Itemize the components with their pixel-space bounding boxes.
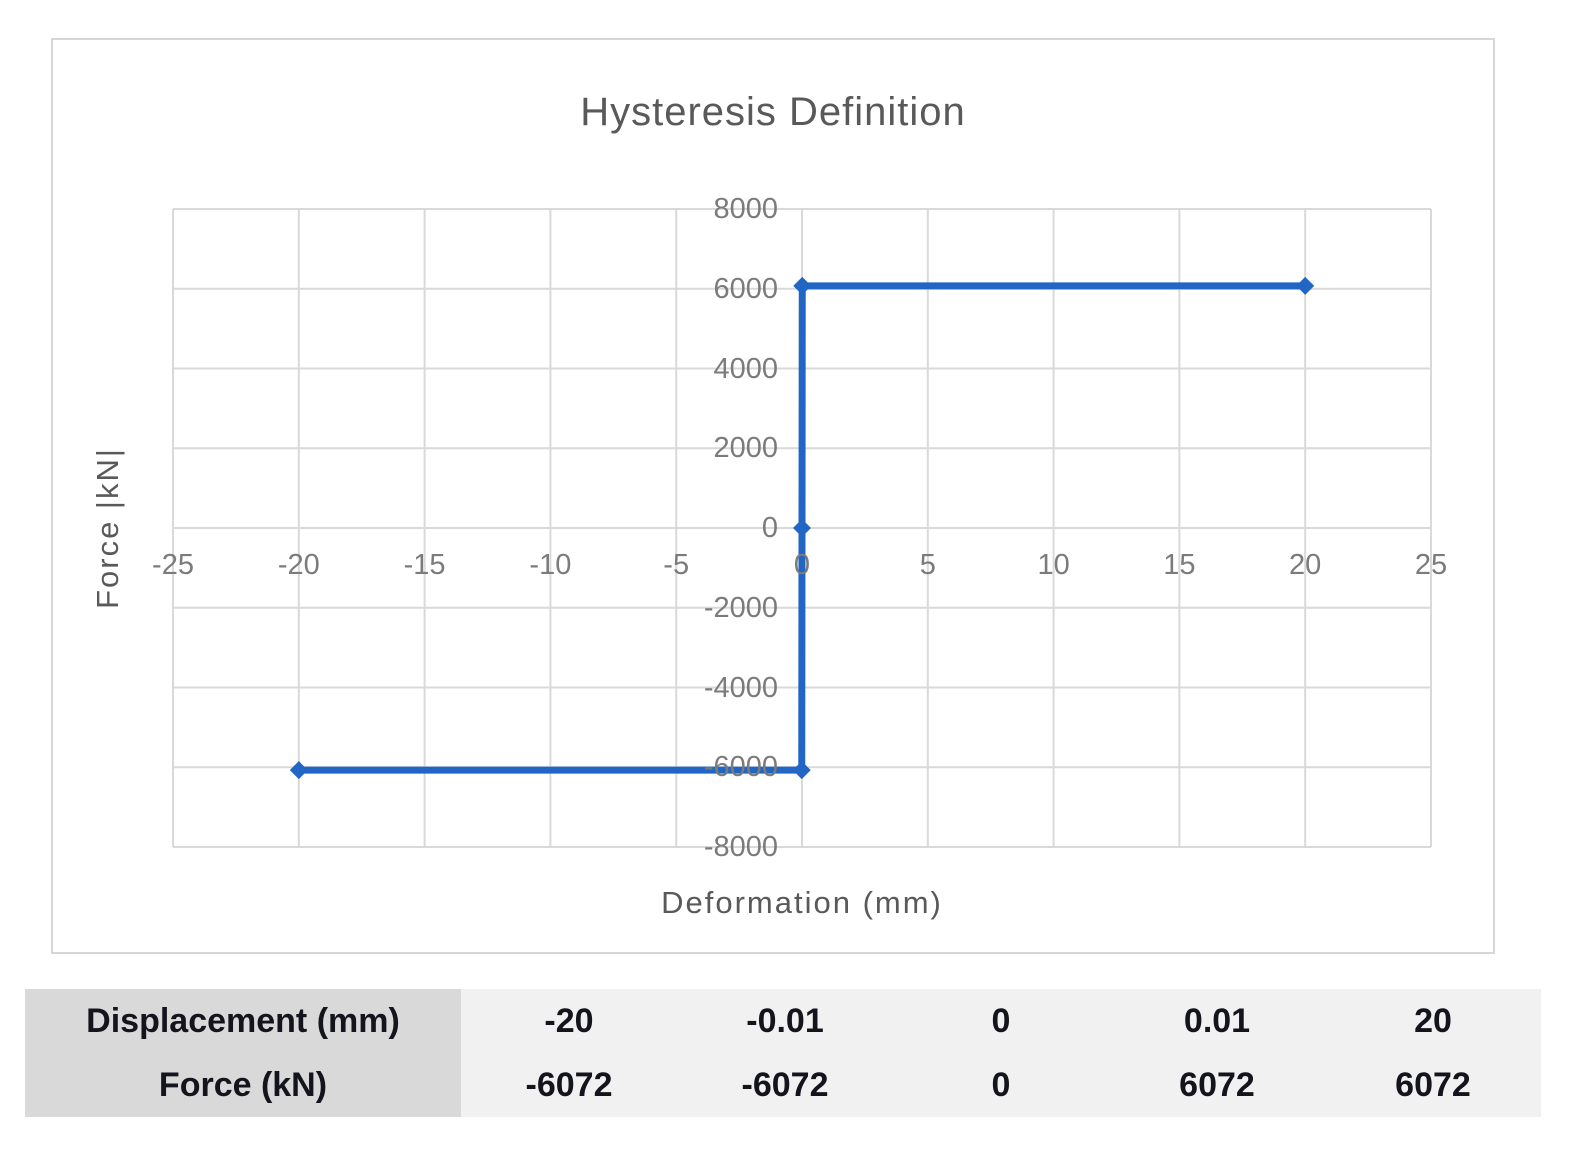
table-cell: -0.01 <box>746 1001 824 1040</box>
y-tick-label: 0 <box>761 512 778 544</box>
x-axis-title: Deformation (mm) <box>661 885 943 920</box>
y-tick-label: -6000 <box>703 751 778 784</box>
x-tick-label: 25 <box>1414 549 1448 581</box>
x-tick-label: 20 <box>1289 549 1322 581</box>
x-tick-label: 5 <box>919 549 936 581</box>
data-point-marker <box>793 519 811 537</box>
data-point-marker <box>793 276 812 295</box>
x-tick-label: -15 <box>403 549 446 581</box>
y-tick-label: 6000 <box>713 272 778 305</box>
y-tick-label: -2000 <box>703 591 778 624</box>
x-tick-label: -5 <box>663 549 690 581</box>
x-tick-label: -25 <box>152 549 194 581</box>
x-tick-label: 10 <box>1037 549 1070 581</box>
table-cell: 0 <box>991 1065 1011 1104</box>
data-point-marker <box>289 761 308 780</box>
table-row-header: Displacement (mm) <box>25 989 461 1053</box>
table-cell: -6072 <box>525 1065 613 1104</box>
table-cell: -20 <box>544 1001 594 1040</box>
y-tick-label: 2000 <box>713 432 778 465</box>
x-tick-label: 15 <box>1163 549 1196 581</box>
table-cell: 20 <box>1414 1001 1452 1040</box>
x-tick-label: -20 <box>277 549 320 581</box>
plot-area: -25 -20 -15 -10 -5 0 5 10 15 20 25 -8000 -6000 -4000 -… <box>152 194 1447 862</box>
chart-title: Hysteresis Definition <box>580 90 966 134</box>
table-cell: 6072 <box>1395 1065 1471 1104</box>
table-cell: 6072 <box>1179 1065 1255 1104</box>
table-row-header: Force (kN) <box>25 1053 461 1117</box>
x-tick-label: -10 <box>529 549 572 581</box>
y-tick-label: 4000 <box>713 352 778 385</box>
table-cell: 0 <box>991 1001 1011 1040</box>
y-tick-label: -4000 <box>703 671 778 704</box>
y-tick-label: -8000 <box>703 831 778 863</box>
data-point-marker <box>1296 276 1315 295</box>
chart-container: Hysteresis Definition -25 -20 -15 -10 -5 0 5 10… <box>51 38 1495 954</box>
y-tick-label: 8000 <box>713 193 778 225</box>
x-tick-label: 0 <box>793 549 811 581</box>
table-cell: -6072 <box>741 1065 829 1104</box>
table-cell: 0.01 <box>1183 1001 1251 1040</box>
data-point-marker <box>792 761 811 780</box>
data-table: Displacement (mm) -20 -0.01 0 0.01 20 Fo… <box>25 989 1541 1117</box>
plot-svg <box>172 208 1432 848</box>
y-axis-title: Force |kN| <box>90 447 125 609</box>
